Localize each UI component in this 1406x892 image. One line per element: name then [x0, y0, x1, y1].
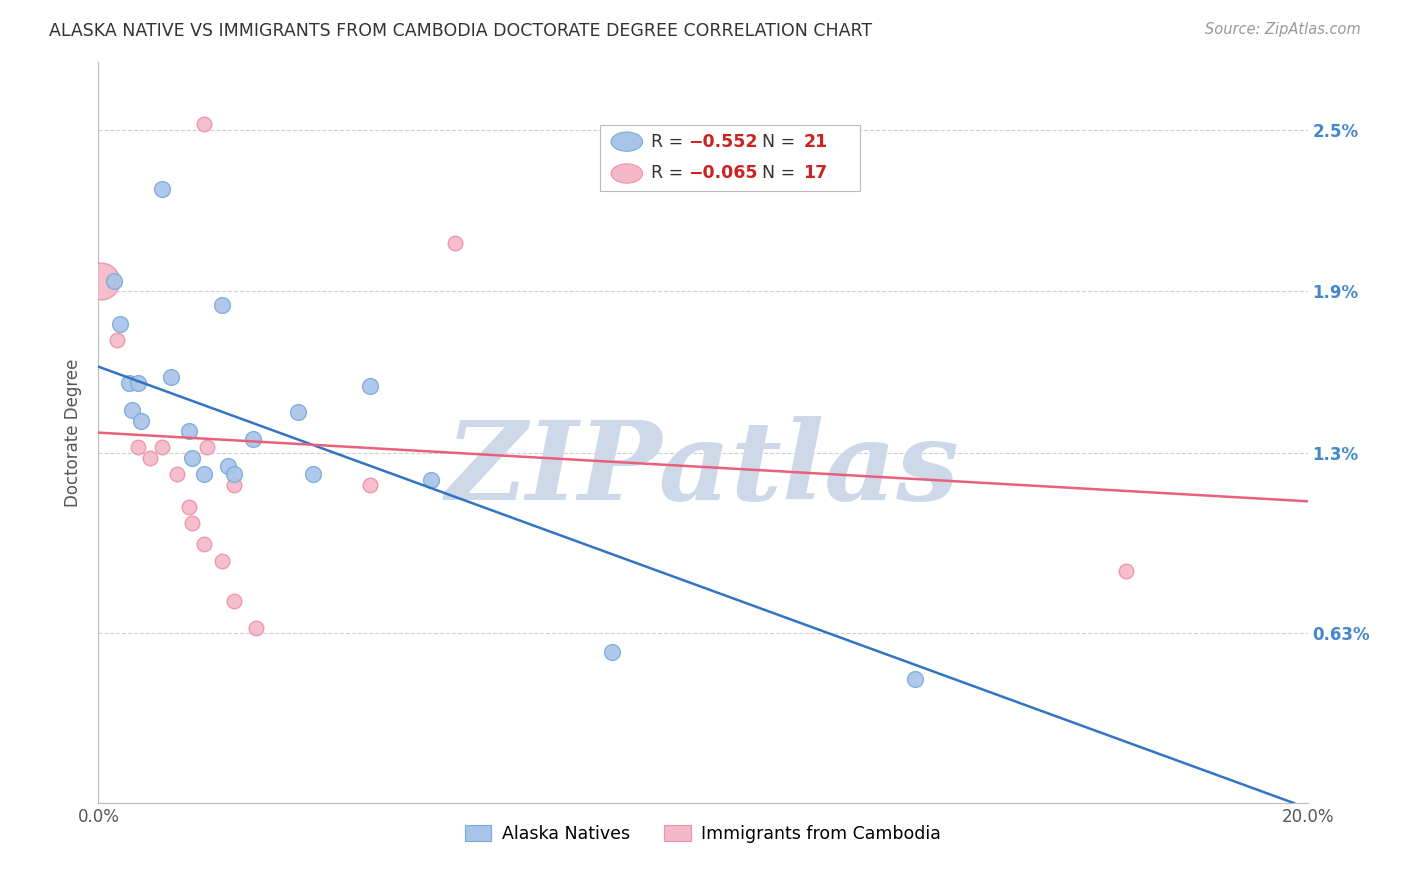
Point — [193, 467, 215, 482]
Point — [179, 500, 201, 514]
Point — [217, 459, 239, 474]
Point — [242, 433, 264, 447]
Text: N =: N = — [751, 133, 801, 151]
Point — [602, 645, 624, 659]
Text: R =: R = — [651, 164, 689, 183]
Point — [904, 672, 927, 686]
Point — [193, 117, 215, 131]
Point — [90, 273, 112, 287]
Text: ALASKA NATIVE VS IMMIGRANTS FROM CAMBODIA DOCTORATE DEGREE CORRELATION CHART: ALASKA NATIVE VS IMMIGRANTS FROM CAMBODI… — [49, 22, 872, 40]
Point — [160, 370, 183, 384]
Text: 21: 21 — [803, 133, 828, 151]
Text: ZIPatlas: ZIPatlas — [446, 416, 960, 524]
Point — [127, 376, 149, 390]
Point — [121, 402, 143, 417]
Point — [103, 273, 125, 287]
Text: Source: ZipAtlas.com: Source: ZipAtlas.com — [1205, 22, 1361, 37]
Point — [302, 467, 325, 482]
Point — [1115, 564, 1137, 578]
Point — [193, 537, 215, 551]
Point — [129, 413, 152, 427]
Circle shape — [612, 164, 643, 183]
Text: −0.552: −0.552 — [689, 133, 758, 151]
Point — [224, 478, 246, 492]
Point — [360, 378, 382, 392]
Circle shape — [612, 132, 643, 152]
Point — [108, 317, 131, 331]
Point — [150, 182, 173, 196]
Text: −0.065: −0.065 — [689, 164, 758, 183]
Point — [150, 441, 173, 455]
Point — [245, 621, 267, 635]
Text: 17: 17 — [803, 164, 828, 183]
Point — [195, 441, 218, 455]
Point — [287, 405, 309, 419]
Text: N =: N = — [751, 164, 801, 183]
Point — [211, 553, 233, 567]
Point — [211, 298, 233, 312]
Point — [118, 376, 141, 390]
Point — [139, 451, 162, 466]
Point — [224, 594, 246, 608]
Point — [360, 478, 382, 492]
Point — [105, 333, 128, 347]
Point — [224, 467, 246, 482]
Point — [127, 441, 149, 455]
Legend: Alaska Natives, Immigrants from Cambodia: Alaska Natives, Immigrants from Cambodia — [458, 818, 948, 850]
Point — [444, 235, 467, 250]
Text: R =: R = — [651, 133, 689, 151]
FancyBboxPatch shape — [600, 126, 860, 191]
Point — [166, 467, 188, 482]
Point — [179, 424, 201, 438]
Point — [181, 451, 204, 466]
Point — [420, 473, 443, 487]
Y-axis label: Doctorate Degree: Doctorate Degree — [65, 359, 83, 507]
Point — [181, 516, 204, 530]
